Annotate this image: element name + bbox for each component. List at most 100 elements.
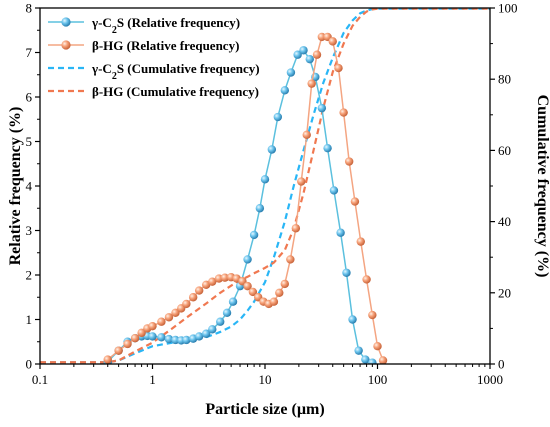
data-point	[137, 328, 146, 338]
series-layer	[40, 8, 490, 364]
data-point	[317, 32, 327, 42]
data-point	[368, 358, 377, 364]
y-tick-label: 8	[26, 1, 33, 16]
data-point	[123, 339, 132, 349]
y-tick-label: 5	[26, 134, 33, 149]
data-point	[328, 37, 337, 46]
x-tick-label: 10	[259, 372, 272, 387]
y2-tick-label: 100	[498, 1, 518, 16]
legend-marker	[61, 17, 71, 27]
data-point	[267, 145, 277, 154]
legend-item: γ-C2S (Relative frequency)	[48, 15, 240, 36]
data-point	[312, 50, 322, 59]
data-point	[350, 197, 360, 206]
data-point	[362, 275, 371, 284]
series-line	[40, 8, 490, 364]
data-point	[293, 50, 302, 59]
data-point	[130, 333, 140, 343]
data-point	[275, 288, 284, 297]
data-point	[336, 228, 345, 237]
data-point	[368, 310, 377, 320]
legend-item: γ-C2S (Cumulative frequency)	[48, 61, 260, 82]
data-point	[248, 287, 258, 297]
data-point	[208, 277, 217, 286]
data-point	[334, 63, 343, 73]
series-line	[40, 8, 490, 364]
data-point	[273, 112, 283, 122]
data-point	[329, 186, 339, 195]
data-point	[373, 342, 382, 351]
data-point	[157, 333, 166, 342]
data-point	[182, 299, 191, 309]
x-tick-label: 100	[368, 372, 388, 387]
legend-item: β-HG (Cumulative frequency)	[48, 84, 259, 99]
data-point	[208, 325, 217, 334]
data-point	[286, 68, 296, 77]
data-point	[323, 143, 332, 153]
x-axis-title: Particle size (µm)	[205, 401, 324, 418]
data-point	[249, 230, 259, 240]
data-point	[216, 317, 225, 326]
data-point	[344, 157, 354, 166]
series-2	[40, 8, 490, 364]
data-point	[286, 255, 295, 264]
data-point	[269, 297, 279, 306]
data-point	[356, 237, 365, 246]
data-point	[317, 103, 327, 113]
x-tick-label: 1000	[477, 372, 503, 387]
x-tick-label: 1	[149, 372, 156, 387]
y2-tick-label: 0	[498, 357, 505, 372]
data-point	[255, 204, 265, 213]
data-point	[157, 317, 166, 326]
data-point	[280, 279, 290, 289]
data-point	[164, 334, 174, 344]
data-point	[103, 355, 112, 364]
y2-tick-label: 20	[498, 285, 511, 300]
data-point	[194, 286, 204, 295]
data-point	[188, 293, 198, 302]
data-point	[280, 86, 290, 95]
data-point	[305, 54, 314, 64]
y-tick-label: 3	[26, 223, 33, 238]
y2-tick-label: 40	[498, 214, 511, 229]
data-point	[201, 329, 211, 338]
data-point	[260, 175, 270, 184]
y2-tick-label: 60	[498, 143, 511, 158]
data-point	[148, 321, 157, 331]
y-axis-title: Relative frequency (%)	[7, 107, 24, 266]
data-point	[307, 79, 316, 88]
data-point	[164, 313, 174, 322]
series-1	[103, 32, 388, 364]
data-point	[361, 355, 370, 364]
data-point	[302, 130, 311, 140]
legend-label: β-HG (Relative frequency)	[92, 38, 239, 53]
data-point	[194, 332, 204, 341]
legend-marker	[61, 40, 71, 50]
data-point	[297, 177, 306, 186]
data-point	[339, 108, 348, 117]
legend: γ-C2S (Relative frequency) β-HG (Relative…	[48, 15, 260, 99]
y-tick-label: 7	[26, 45, 33, 60]
series-3	[40, 8, 490, 364]
legend-label: γ-C2S (Relative frequency)	[91, 15, 240, 36]
data-point	[182, 335, 191, 345]
x-tick-label: 0.1	[32, 372, 48, 387]
legend-label: γ-C2S (Cumulative frequency)	[91, 61, 260, 82]
y-tick-label: 6	[26, 90, 33, 105]
data-point	[171, 308, 180, 318]
legend-label: β-HG (Cumulative frequency)	[92, 84, 259, 99]
data-point	[243, 281, 252, 291]
data-point	[378, 356, 388, 364]
y-tick-label: 2	[26, 268, 33, 283]
y-tick-label: 1	[26, 312, 33, 327]
y-tick-label: 0	[26, 357, 33, 372]
y-tick-label: 4	[26, 179, 33, 194]
y2-axis-title: Cumulative frequency (%)	[534, 95, 550, 278]
data-point	[348, 315, 357, 324]
data-point	[228, 297, 238, 306]
y2-tick-label: 80	[498, 72, 511, 87]
legend-item: β-HG (Relative frequency)	[48, 38, 239, 53]
data-point	[243, 255, 252, 264]
data-point	[291, 224, 301, 233]
